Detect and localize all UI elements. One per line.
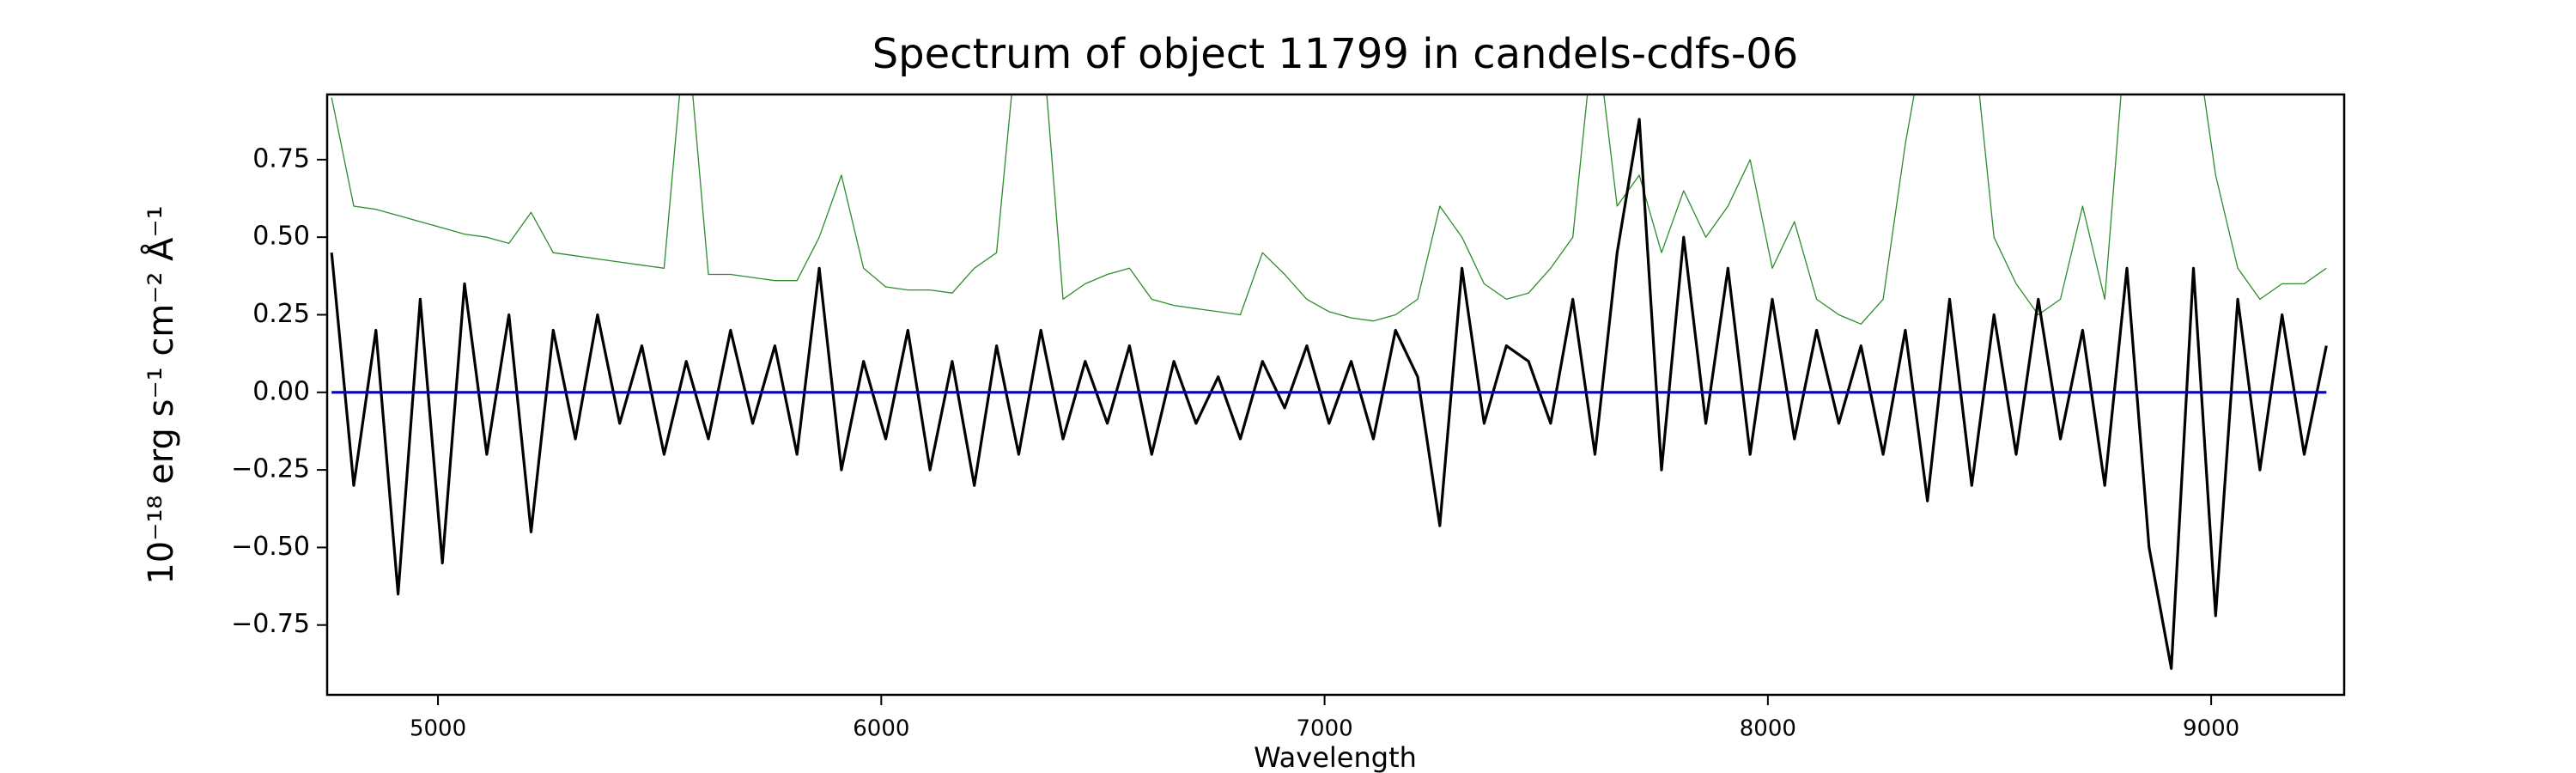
plot-area (330, 94, 2328, 670)
y-tick-label: −0.50 (231, 532, 310, 562)
plot-frame (325, 93, 2346, 697)
series-line (331, 94, 2327, 325)
y-tick-label: 0.25 (252, 299, 310, 329)
x-tick-label: 6000 (853, 716, 909, 742)
x-tick-label: 5000 (410, 716, 466, 742)
y-tick-label: 0.00 (252, 376, 310, 406)
y-tick-label: 0.50 (252, 222, 310, 252)
x-tick-label: 8000 (1740, 716, 1796, 742)
chart-title: Spectrum of object 11799 in candels-cdfs… (872, 30, 1799, 78)
x-tick-label: 9000 (2183, 716, 2239, 742)
y-tick-label: −0.75 (231, 609, 310, 639)
y-axis-label: 10⁻¹⁸ erg s⁻¹ cm⁻² Å⁻¹ (140, 205, 181, 584)
x-axis-label: Wavelength (1254, 741, 1417, 773)
x-tick-label: 7000 (1297, 716, 1353, 742)
series-line (330, 118, 2328, 670)
y-tick-label: −0.25 (231, 454, 310, 484)
y-tick-label: 0.75 (252, 143, 310, 173)
